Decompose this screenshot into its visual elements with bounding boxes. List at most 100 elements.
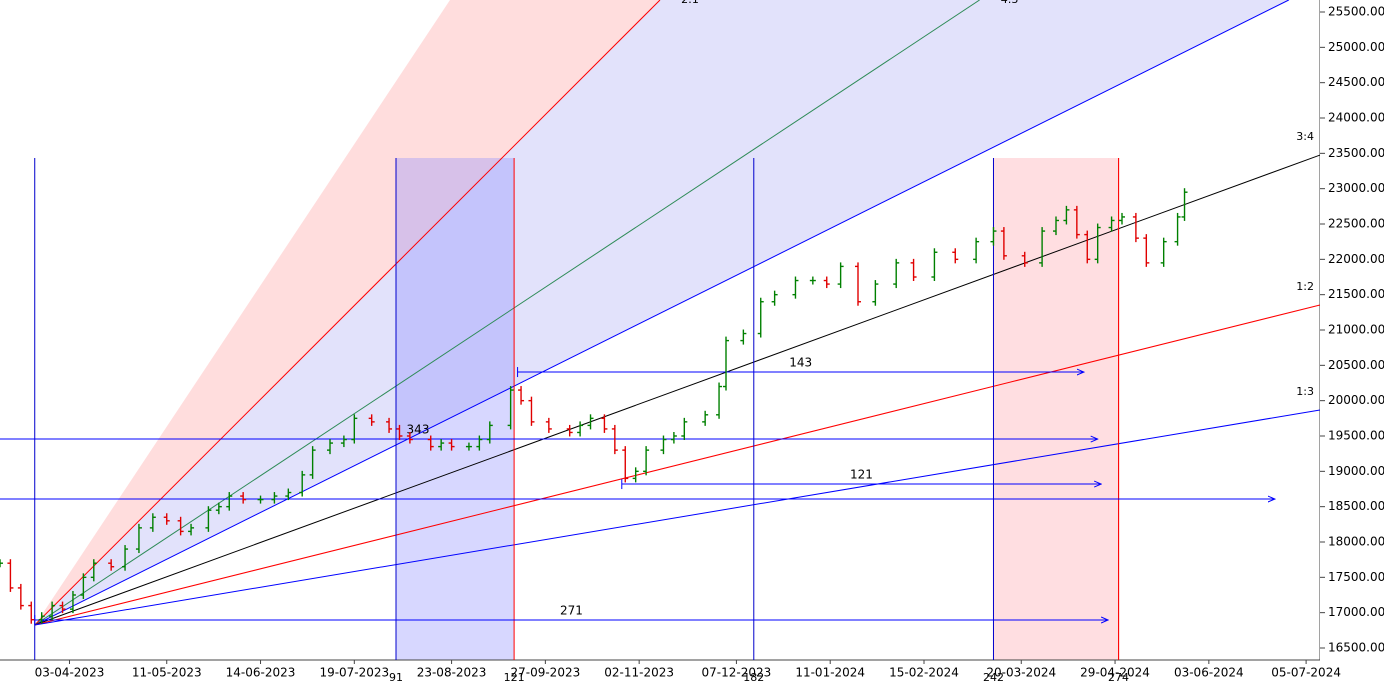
x-tick-label: 29-04-2024 xyxy=(1080,666,1150,680)
price-bar xyxy=(670,431,677,444)
price-bar xyxy=(69,590,76,614)
y-tick-label: 16500.00 xyxy=(1328,640,1384,654)
price-bar xyxy=(1181,188,1188,221)
price-bar xyxy=(587,414,594,430)
fan-label: 1:3 xyxy=(1296,385,1314,398)
price-bar xyxy=(1132,212,1139,243)
price-bar xyxy=(1143,234,1150,267)
price-bar xyxy=(108,559,115,571)
price-bar xyxy=(386,417,393,433)
price-bar xyxy=(809,276,816,285)
y-tick-label: 23500.00 xyxy=(1328,146,1384,160)
y-tick-label: 21000.00 xyxy=(1328,323,1384,337)
price-bar xyxy=(285,488,292,501)
y-tick-label: 22500.00 xyxy=(1328,217,1384,231)
price-bar xyxy=(0,559,3,568)
time-line-label: 182 xyxy=(743,671,764,684)
x-tick-label: 27-09-2023 xyxy=(510,666,580,680)
arrow-label: 121 xyxy=(850,468,873,482)
price-bar xyxy=(163,513,170,525)
price-bar xyxy=(240,492,247,504)
fan-label: 2:1 xyxy=(681,0,699,6)
y-tick-label: 25000.00 xyxy=(1328,40,1384,54)
price-bar xyxy=(188,523,195,536)
price-bar xyxy=(716,382,723,419)
time-line-label: 121 xyxy=(504,671,525,684)
time-band-pink xyxy=(994,158,1120,660)
fan-line xyxy=(34,0,1289,626)
price-bar xyxy=(910,258,917,282)
y-tick-label: 21500.00 xyxy=(1328,287,1384,301)
fan-line xyxy=(34,0,980,626)
fan-label: 4:3 xyxy=(1001,0,1019,6)
fan-line xyxy=(34,154,1321,626)
price-bar xyxy=(518,386,525,405)
fan-label: 1:2 xyxy=(1296,280,1314,293)
price-bar xyxy=(1073,205,1080,239)
price-bar xyxy=(28,601,35,624)
time-line-label: 91 xyxy=(389,671,403,684)
price-bar xyxy=(340,435,347,448)
price-bar xyxy=(611,424,618,455)
arrow-label: 343 xyxy=(407,423,430,437)
price-bar xyxy=(872,280,879,306)
y-tick-label: 18500.00 xyxy=(1328,499,1384,513)
price-bar xyxy=(1063,205,1070,225)
price-bar xyxy=(740,329,747,345)
time-band-blue xyxy=(396,158,514,660)
price-bar xyxy=(660,435,667,455)
y-tick-label: 20000.00 xyxy=(1328,393,1384,407)
fan-line xyxy=(34,409,1321,626)
price-bar xyxy=(368,414,375,426)
price-bar xyxy=(893,258,900,289)
price-bar xyxy=(952,248,959,264)
y-tick-label: 23000.00 xyxy=(1328,181,1384,195)
price-bar xyxy=(49,601,56,621)
price-bar xyxy=(632,467,639,483)
price-bar xyxy=(973,237,980,264)
price-bar xyxy=(723,336,729,391)
price-bar xyxy=(271,492,278,504)
x-tick-label: 11-01-2024 xyxy=(795,666,865,680)
y-tick-label: 20500.00 xyxy=(1328,358,1384,372)
x-tick-label: 02-11-2023 xyxy=(604,666,674,680)
price-bar xyxy=(38,612,45,624)
price-bar xyxy=(90,559,97,582)
arrow-label: 271 xyxy=(560,604,583,618)
price-bar xyxy=(1174,212,1181,246)
y-tick-label: 17000.00 xyxy=(1328,605,1384,619)
time-line-label: 242 xyxy=(983,671,1004,684)
price-bar xyxy=(823,276,830,289)
price-bar xyxy=(309,446,316,479)
price-bar xyxy=(757,297,764,338)
price-bar xyxy=(1000,227,1007,260)
y-tick-label: 19500.00 xyxy=(1328,428,1384,442)
price-bar xyxy=(177,516,184,536)
x-tick-label: 20-03-2024 xyxy=(986,666,1056,680)
y-tick-label: 24000.00 xyxy=(1328,111,1384,125)
fan-line xyxy=(34,304,1321,626)
x-tick-label: 23-08-2023 xyxy=(417,666,487,680)
y-tick-label: 17500.00 xyxy=(1328,570,1384,584)
price-bar xyxy=(7,559,14,592)
y-tick-label: 25500.00 xyxy=(1328,5,1384,19)
price-bar xyxy=(1021,251,1028,267)
price-bar xyxy=(486,421,493,444)
price-bar xyxy=(122,545,129,571)
x-tick-label: 11-05-2023 xyxy=(132,666,202,680)
price-bar xyxy=(1094,223,1101,264)
price-bar xyxy=(135,523,142,554)
price-bar xyxy=(427,435,434,451)
price-bar xyxy=(507,386,514,430)
price-bar xyxy=(257,495,264,504)
arrow-label: 143 xyxy=(789,356,812,370)
price-bar xyxy=(566,424,573,437)
price-bar xyxy=(205,506,212,532)
price-bar xyxy=(80,573,87,599)
price-bar xyxy=(299,470,306,497)
x-tick-label: 03-06-2024 xyxy=(1174,666,1244,680)
price-bar xyxy=(601,414,608,433)
price-bar xyxy=(643,446,650,476)
